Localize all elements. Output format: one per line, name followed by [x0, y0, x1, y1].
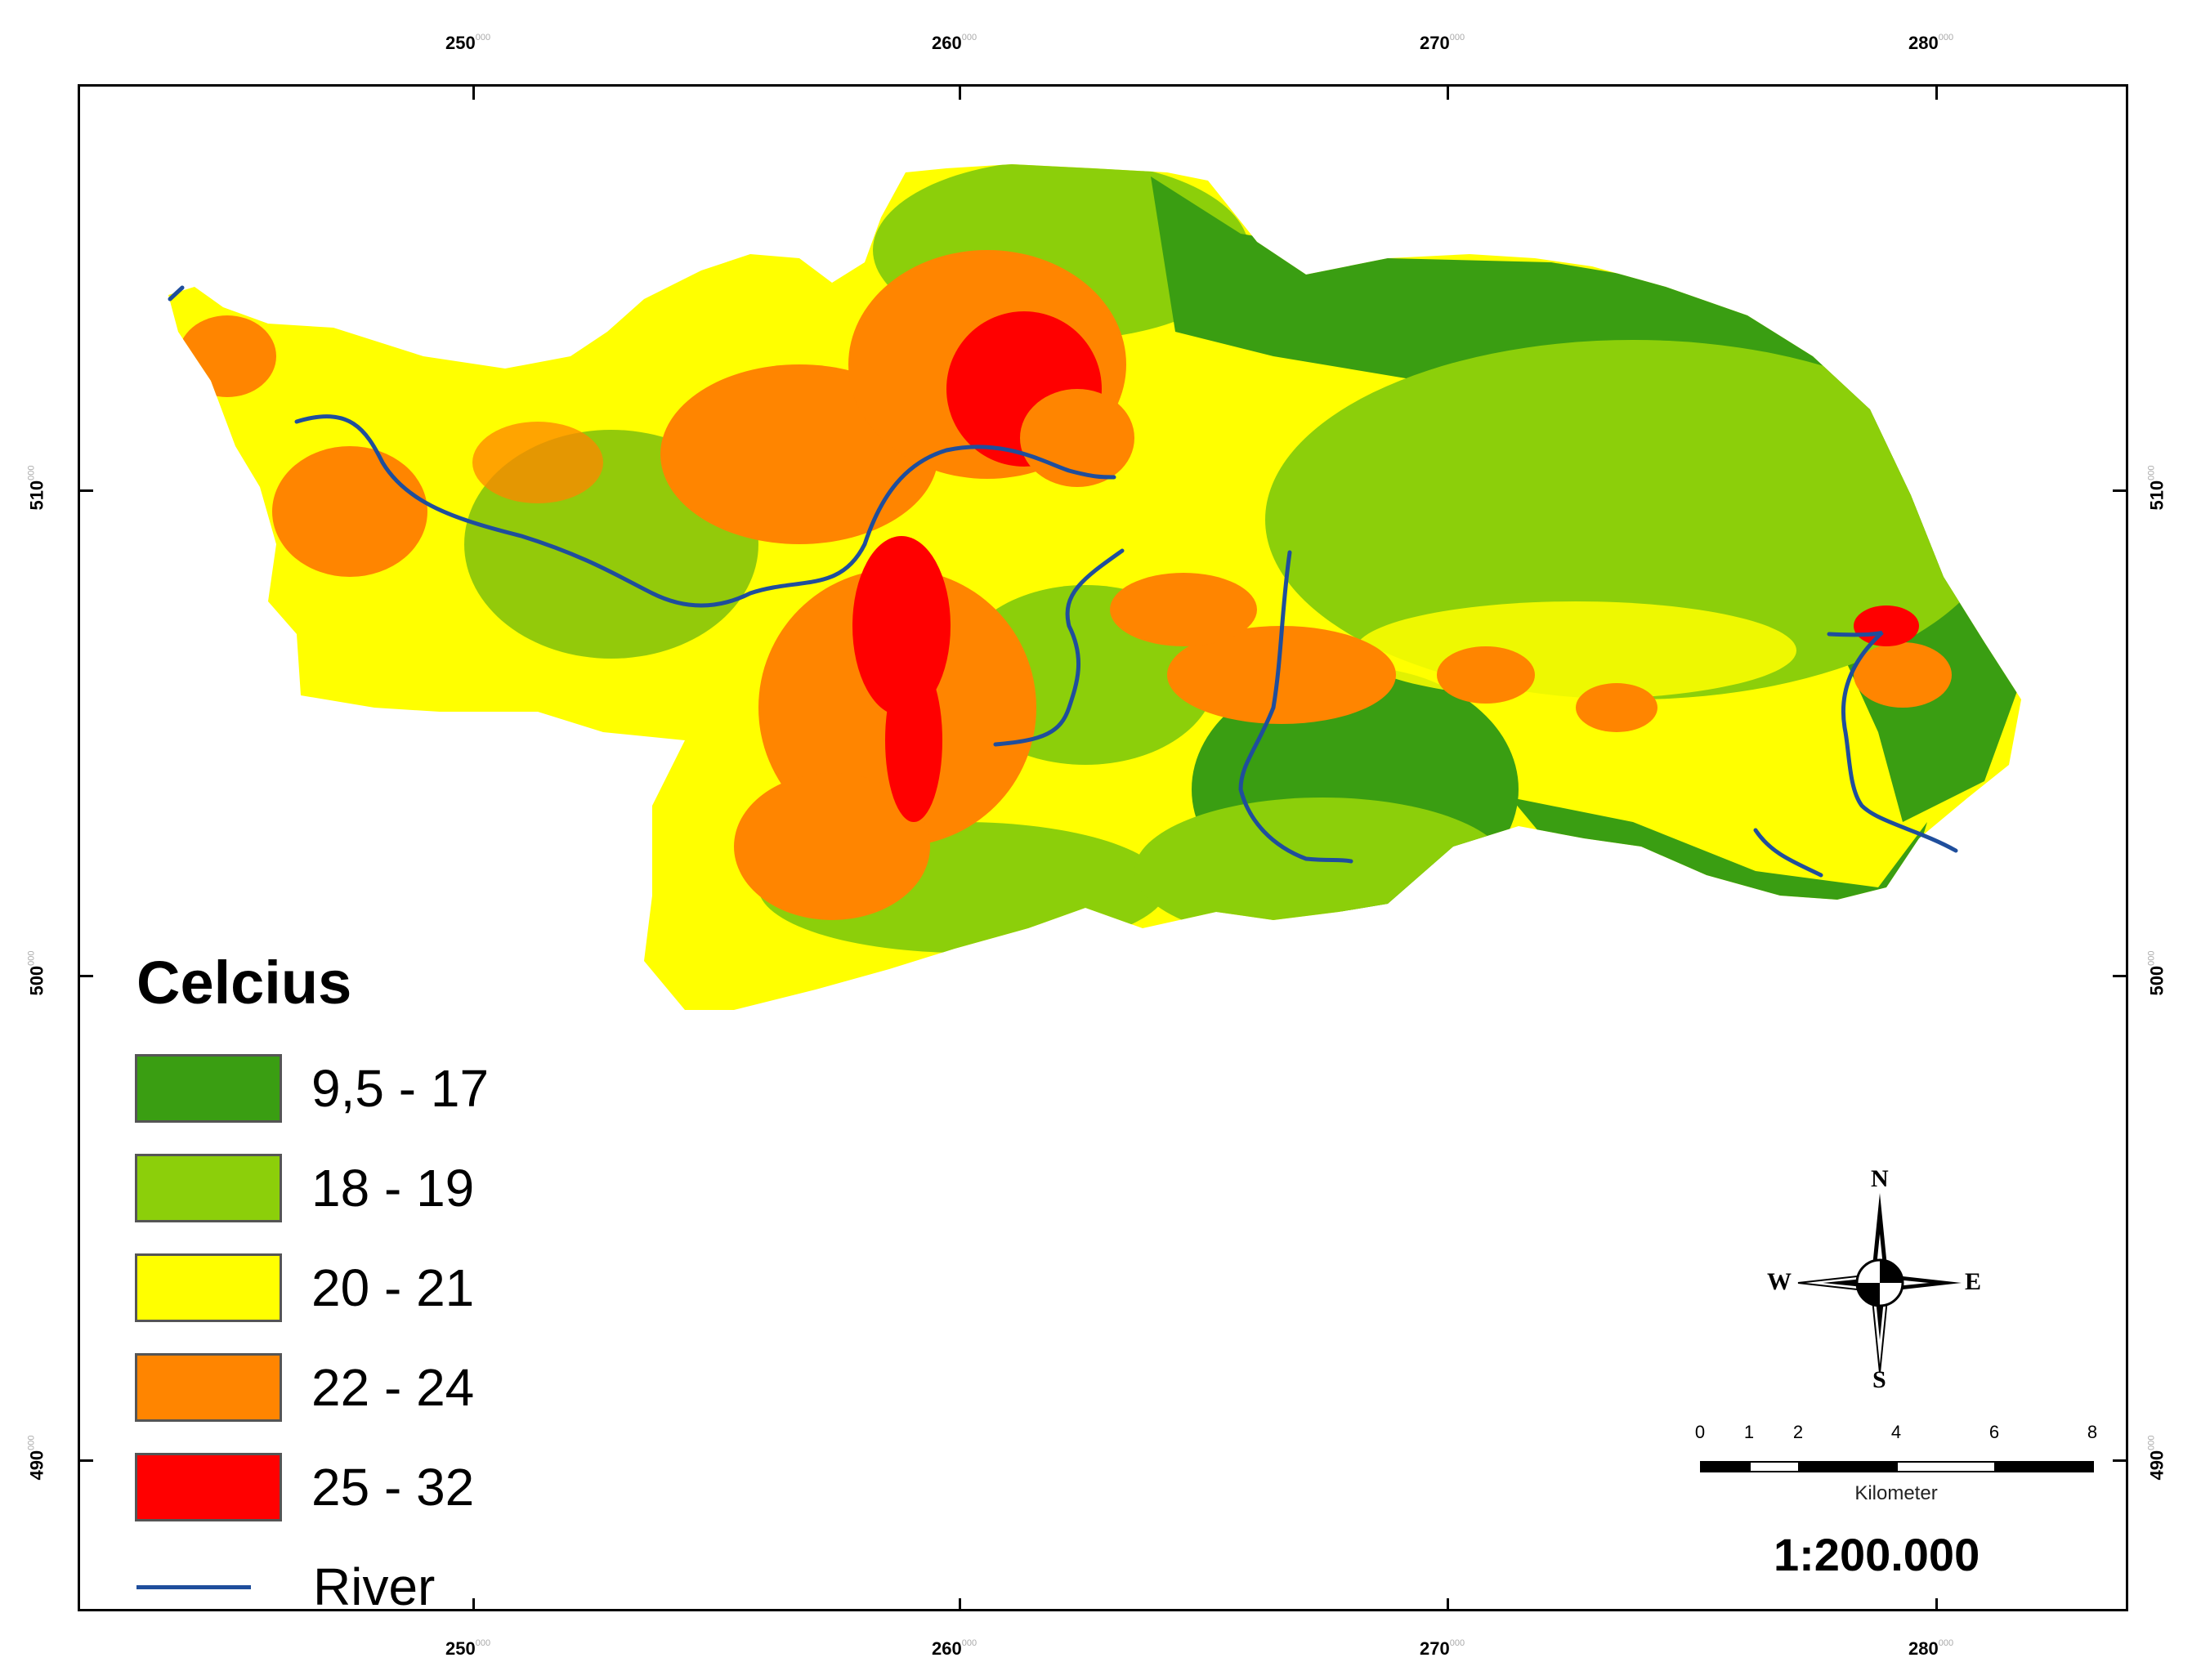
compass-south-label: S [1872, 1366, 1886, 1393]
legend-label: 22 - 24 [311, 1358, 475, 1417]
north-arrow: N S E W [1767, 1165, 1986, 1393]
scale-bar-tick-label: 0 [1694, 1422, 1706, 1442]
grid-tick-label: 490000 [26, 1435, 47, 1481]
legend: Celcius 9,5 - 17 18 - 19 20 - 21 22 - 24 25 … [135, 948, 560, 1637]
grid-tick-label: 500000 [26, 950, 47, 996]
grid-tick-mark [1935, 1598, 1938, 1609]
compass-north-label: N [1871, 1165, 1889, 1192]
grid-tick-mark [2113, 1459, 2126, 1462]
legend-label: 25 - 32 [311, 1458, 475, 1517]
compass-rose-icon [1797, 1193, 1962, 1374]
legend-swatch [135, 1453, 282, 1521]
legend-swatch [135, 1054, 282, 1123]
grid-tick-mark [1447, 87, 1449, 100]
river-lines [168, 285, 1958, 878]
scale-bar-segment [1994, 1461, 2094, 1472]
legend-river-label: River [313, 1557, 436, 1616]
grid-tick-label: 250000 [445, 33, 491, 53]
grid-tick-mark [80, 975, 93, 977]
grid-tick-mark [2113, 489, 2126, 492]
scale-bar-tick-label: 1 [1743, 1422, 1755, 1442]
legend-item: 9,5 - 17 [135, 1039, 560, 1138]
legend-item: 25 - 32 [135, 1437, 560, 1537]
grid-tick-mark [1935, 87, 1938, 100]
scale-ratio: 1:200.000 [1774, 1529, 1980, 1580]
temperature-map [168, 164, 2021, 1010]
grid-tick-label: 260000 [932, 1638, 977, 1659]
legend-label: 18 - 19 [311, 1159, 475, 1218]
grid-tick-label: 280000 [1908, 33, 1954, 53]
legend-item: 22 - 24 [135, 1338, 560, 1437]
grid-tick-label: 270000 [1420, 33, 1465, 53]
legend-classes: 9,5 - 17 18 - 19 20 - 21 22 - 24 25 - 32 [135, 1039, 560, 1537]
grid-tick-label: 250000 [445, 1638, 491, 1659]
legend-item: 18 - 19 [135, 1138, 560, 1238]
compass-west-label: W [1767, 1268, 1792, 1295]
scale-bar-tick-label: 2 [1792, 1422, 1804, 1442]
grid-tick-label: 490000 [2146, 1435, 2167, 1481]
grid-tick-mark [2113, 975, 2126, 977]
grid-tick-label: 500000 [2146, 950, 2167, 996]
legend-swatch [135, 1253, 282, 1322]
grid-tick-mark [80, 489, 93, 492]
grid-tick-mark [80, 1459, 93, 1462]
legend-swatch [135, 1154, 282, 1222]
grid-tick-label: 510000 [26, 465, 47, 511]
legend-label: 9,5 - 17 [311, 1059, 490, 1118]
map-frame [78, 84, 2128, 1611]
grid-tick-mark [472, 87, 475, 100]
scale-bar-tick-label: 6 [1989, 1422, 2000, 1442]
grid-tick-label: 260000 [932, 33, 977, 53]
legend-title: Celcius [136, 949, 352, 1016]
scale-bar-segment [1896, 1461, 1996, 1472]
grid-tick-mark [1447, 1598, 1449, 1609]
scale-bar-segment [1749, 1461, 1800, 1472]
legend-item-river: River [135, 1537, 560, 1637]
grid-tick-label: 280000 [1908, 1638, 1954, 1659]
scale-bar: 0 1 2 4 6 8 Kilometer [1684, 1422, 2109, 1520]
grid-tick-label: 270000 [1420, 1638, 1465, 1659]
scale-bar-unit: Kilometer [1854, 1482, 1938, 1504]
scale-bar-segment [1798, 1461, 1898, 1472]
legend-item: 20 - 21 [135, 1238, 560, 1338]
grid-tick-label: 510000 [2146, 465, 2167, 511]
compass-east-label: E [1965, 1268, 1982, 1295]
legend-label: 20 - 21 [311, 1258, 475, 1317]
grid-tick-mark [959, 87, 961, 100]
scale-bar-tick-label: 8 [2087, 1422, 2098, 1442]
river-line-symbol [136, 1584, 251, 1589]
scale-bar-segment [1700, 1461, 1751, 1472]
grid-tick-mark [472, 1598, 475, 1609]
legend-swatch [135, 1353, 282, 1422]
scale-bar-tick-label: 4 [1890, 1422, 1902, 1442]
grid-tick-mark [959, 1598, 961, 1609]
